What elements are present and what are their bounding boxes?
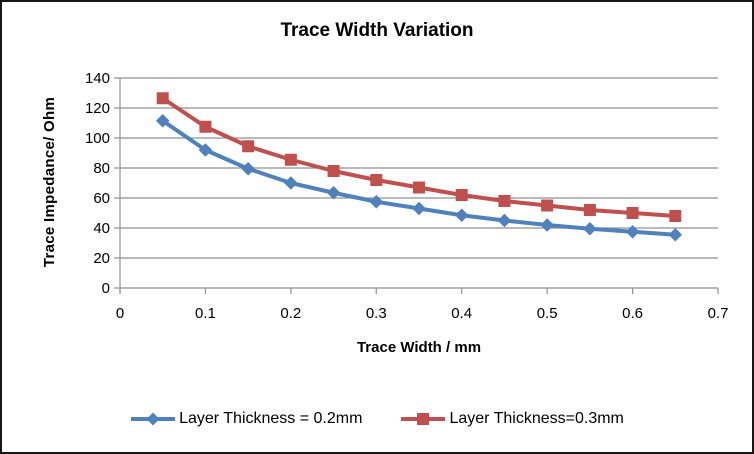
y-tick-label: 40	[93, 220, 110, 237]
x-tick-label: 0.5	[537, 305, 558, 322]
x-tick-label: 0.2	[280, 305, 301, 322]
legend-label: Layer Thickness = 0.2mm	[179, 410, 363, 427]
y-tick-label: 60	[93, 190, 110, 207]
data-point-square	[669, 210, 682, 222]
x-tick-label: 0.6	[622, 305, 643, 322]
y-tick-label: 80	[93, 160, 110, 177]
y-tick-label: 120	[85, 100, 110, 117]
legend-item-thickness-0-3mm: Layer Thickness=0.3mm	[400, 410, 624, 428]
data-point-square	[156, 92, 169, 105]
data-point-diamond	[668, 227, 683, 242]
data-point-diamond	[198, 143, 213, 157]
legend: Layer Thickness = 0.2mm Layer Thickness=…	[2, 410, 752, 428]
legend-item-thickness-0-2mm: Layer Thickness = 0.2mm	[130, 410, 362, 428]
legend-label: Layer Thickness=0.3mm	[449, 410, 624, 427]
data-point-diamond	[369, 194, 384, 209]
data-point-diamond	[155, 113, 170, 128]
y-tick-label: 100	[85, 130, 110, 147]
data-point-diamond	[583, 221, 597, 236]
data-point-diamond	[454, 208, 469, 223]
legend-diamond-marker-icon	[131, 412, 176, 426]
x-tick-label: 0.7	[708, 305, 729, 322]
data-point-diamond	[540, 218, 554, 232]
legend-square-marker-icon	[401, 413, 446, 425]
y-tick-label: 0	[102, 280, 110, 297]
x-axis-title: Trace Width / mm	[356, 339, 482, 356]
y-tick-label: 20	[93, 250, 110, 267]
x-tick-label: 0.3	[366, 305, 387, 322]
data-point-diamond	[625, 224, 640, 239]
data-point-square	[284, 153, 297, 166]
chart-title: Trace Width Variation	[280, 20, 474, 41]
data-point-square	[370, 174, 383, 186]
y-tick-label: 140	[85, 70, 110, 87]
data-point-square	[541, 199, 554, 212]
data-point-square	[242, 140, 255, 153]
data-point-square	[626, 207, 639, 219]
x-tick-label: 0.4	[451, 305, 472, 322]
data-point-diamond	[326, 185, 341, 200]
data-point-square	[583, 204, 596, 216]
data-point-square	[498, 195, 511, 207]
data-point-square	[327, 165, 340, 177]
data-point-square	[413, 181, 425, 194]
x-tick-label: 0.1	[195, 305, 216, 322]
data-point-diamond	[497, 213, 512, 228]
data-point-diamond	[412, 201, 426, 216]
data-point-diamond	[284, 176, 298, 190]
data-point-square	[455, 189, 468, 201]
data-point-diamond	[241, 161, 255, 176]
data-point-square	[199, 120, 212, 133]
x-tick-label: 0	[116, 305, 124, 322]
